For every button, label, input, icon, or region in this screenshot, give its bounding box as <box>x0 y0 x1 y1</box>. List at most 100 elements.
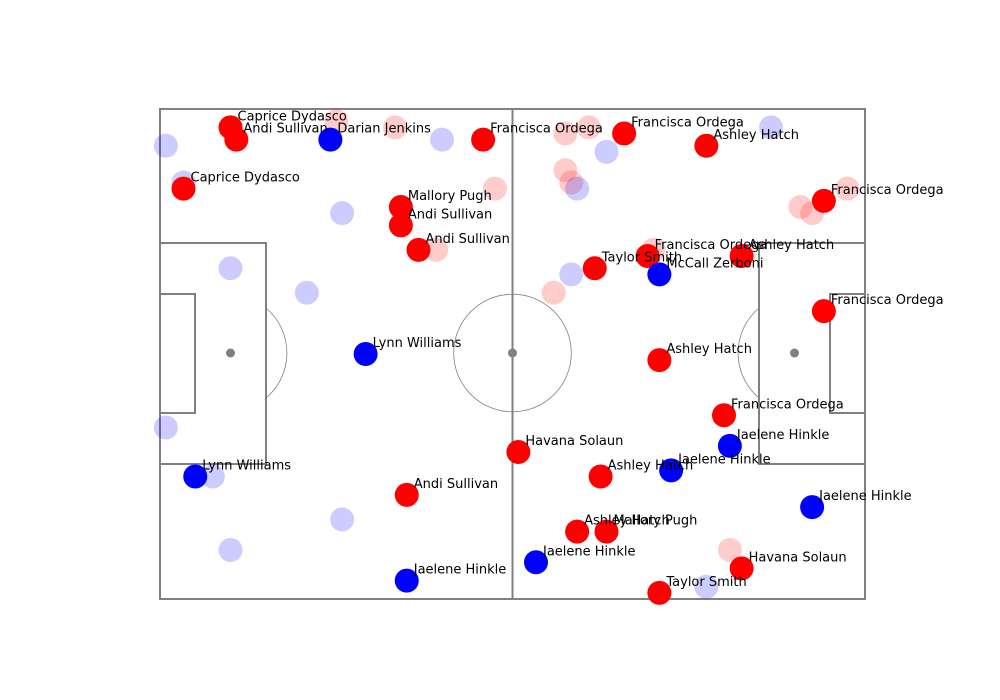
player-marker <box>694 133 719 158</box>
player-marker <box>811 299 836 324</box>
player-marker <box>330 201 355 226</box>
player-marker <box>153 133 178 158</box>
player-label: Ashley Hatch <box>666 342 752 357</box>
player-marker <box>430 127 454 152</box>
player-marker <box>218 256 243 281</box>
left-penalty-arc <box>265 307 288 399</box>
player-marker <box>565 519 590 544</box>
player-label: Francisca Ordega <box>631 116 744 131</box>
player-marker <box>394 482 419 507</box>
player-marker <box>612 121 637 146</box>
player-marker <box>594 519 619 544</box>
player-label: Caprice Dydasco <box>191 171 300 186</box>
player-label: Caprice Dydasco <box>238 109 347 124</box>
player-label: Francisca Ordega <box>731 397 844 412</box>
player-marker <box>647 580 672 605</box>
pitch-markings <box>159 108 866 600</box>
player-marker <box>594 139 619 164</box>
player-marker <box>171 176 196 201</box>
player-label: Andi Sullivan <box>414 477 498 492</box>
player-label: Jaelene Hinkle <box>542 544 636 559</box>
right-penalty-arc <box>737 307 760 399</box>
player-marker <box>835 176 860 201</box>
player-marker <box>811 188 836 213</box>
player-marker <box>541 280 566 305</box>
player-marker <box>729 556 754 581</box>
player-marker <box>553 121 578 146</box>
player-marker <box>324 109 349 134</box>
player-marker <box>183 464 208 489</box>
player-label: McCall Zerboni <box>666 256 763 271</box>
player-marker <box>694 574 719 599</box>
player-marker <box>647 262 672 287</box>
player-marker <box>388 195 413 219</box>
left-penalty-spot <box>226 348 235 358</box>
player-label: Francisca Ordega <box>655 238 768 253</box>
player-marker <box>294 280 319 305</box>
player-marker <box>717 538 742 562</box>
player-label: Mallory Pugh <box>614 514 698 529</box>
player-marker <box>659 458 684 483</box>
player-marker <box>800 495 825 520</box>
player-marker <box>153 415 178 440</box>
player-label: Ashley Hatch <box>584 514 670 529</box>
player-marker <box>717 433 742 458</box>
player-label: Havana Solaun <box>749 550 847 565</box>
player-label: Jaelene Hinkle <box>677 452 771 467</box>
player-label: Jaelene Hinkle <box>818 489 912 504</box>
player-marker <box>588 464 613 489</box>
player-label: Lynn Williams <box>202 459 291 474</box>
player-marker <box>330 507 355 532</box>
player-label: Jaelene Hinkle <box>413 563 507 578</box>
player-marker <box>482 176 507 201</box>
player-marker <box>559 262 584 287</box>
player-label: Taylor Smith <box>665 575 746 590</box>
player-marker <box>647 348 672 373</box>
player-label: Taylor Smith <box>601 250 682 265</box>
player-marker <box>218 538 243 562</box>
player-label: Jaelene Hinkle <box>736 428 830 443</box>
player-marker <box>712 403 736 428</box>
center-circle <box>453 293 572 413</box>
player-marker <box>788 195 813 219</box>
right-six-yard-box <box>829 293 866 414</box>
player-label: Ashley Hatch <box>608 459 694 474</box>
player-label: Francisca Ordega <box>490 122 603 137</box>
player-label: Andi Sullivan <box>408 207 492 222</box>
player-marker <box>635 244 660 268</box>
player-label: Lynn Williams <box>373 336 462 351</box>
player-label: Andi Sullivan <box>243 122 327 137</box>
player-marker <box>383 115 407 140</box>
player-marker <box>406 237 431 262</box>
player-label: Mallory Pugh <box>408 189 492 204</box>
player-marker <box>424 237 449 262</box>
player-marker <box>729 244 754 268</box>
player-markers <box>153 109 860 605</box>
player-label: Andi Sullivan <box>426 232 510 247</box>
player-label: Francisca Ordega <box>831 293 944 308</box>
player-label: Ashley Hatch <box>713 128 799 143</box>
player-marker <box>759 115 783 140</box>
player-marker <box>388 213 413 238</box>
player-marker <box>224 127 249 152</box>
player-marker <box>524 550 548 575</box>
player-marker <box>394 568 419 593</box>
player-marker <box>200 464 225 489</box>
player-label: Darian Jenkins <box>337 122 431 137</box>
player-marker <box>506 440 531 464</box>
player-label: Ashley Hatch <box>749 238 835 253</box>
player-marker <box>353 342 378 366</box>
player-marker <box>318 127 343 152</box>
player-label: Havana Solaun <box>525 434 623 449</box>
right-penalty-spot <box>790 348 799 358</box>
left-six-yard-box <box>159 293 196 414</box>
player-marker <box>559 170 584 195</box>
player-marker <box>471 127 496 152</box>
player-marker <box>582 256 607 281</box>
player-marker <box>565 176 590 201</box>
player-label: Francisca Ordega <box>831 183 944 198</box>
player-marker <box>553 158 578 183</box>
player-marker <box>576 115 601 140</box>
